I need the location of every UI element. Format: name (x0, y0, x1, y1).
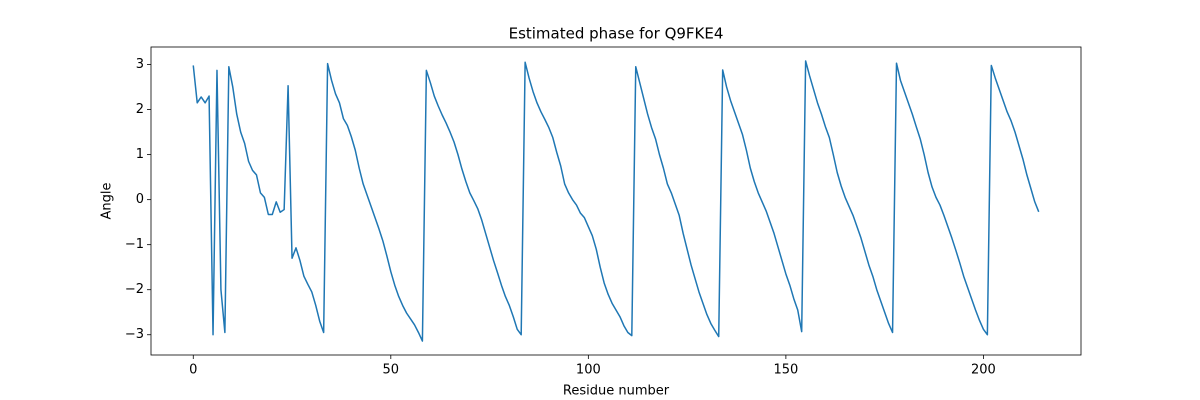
x-tick-label: 150 (773, 363, 798, 378)
y-tick-label: −1 (125, 237, 144, 252)
y-tick-label: −2 (125, 282, 144, 297)
y-tick-label: 0 (136, 192, 144, 207)
y-tick-label: 3 (136, 57, 144, 72)
x-tick-label: 0 (189, 363, 197, 378)
y-tick-label: −3 (125, 327, 144, 342)
x-tick-label: 100 (576, 363, 601, 378)
chart-title: Estimated phase for Q9FKE4 (509, 25, 724, 43)
y-tick-label: 1 (136, 147, 144, 162)
y-axis-label: Angle (100, 183, 115, 220)
x-axis-label: Residue number (563, 384, 670, 399)
y-tick-label: 2 (136, 102, 144, 117)
x-tick-label: 200 (971, 363, 996, 378)
x-tick-label: 50 (383, 363, 400, 378)
plot-frame (150, 46, 1082, 356)
data-line (192, 60, 1040, 342)
